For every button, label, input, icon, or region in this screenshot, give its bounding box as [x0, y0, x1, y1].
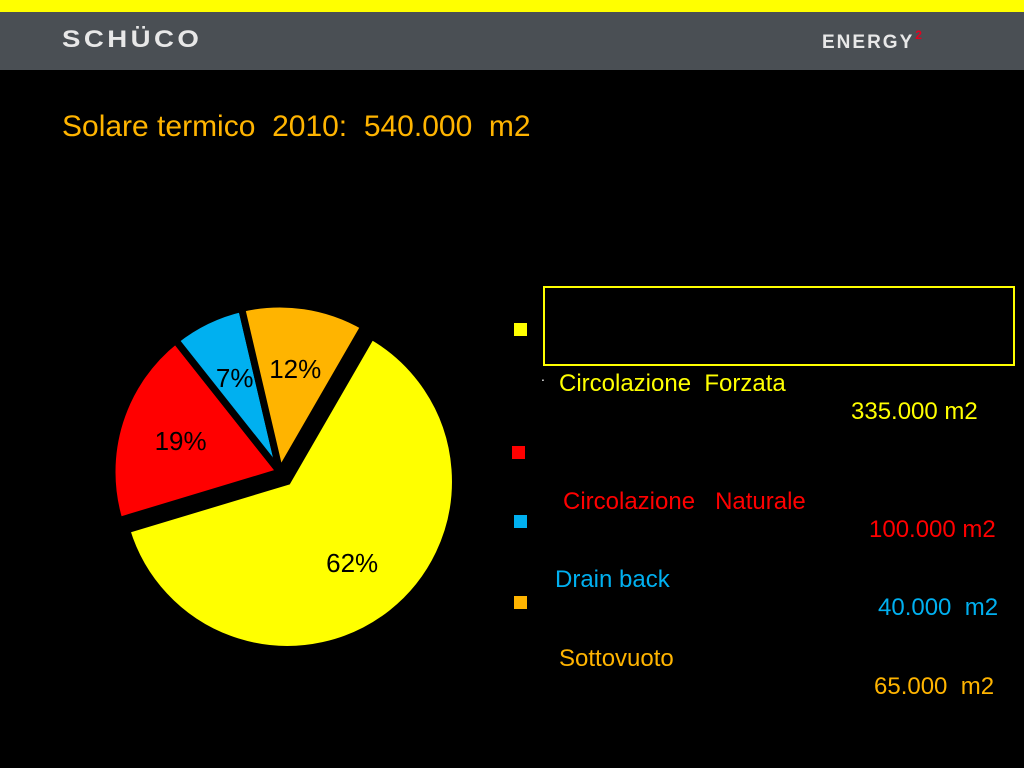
- header-bar: [0, 12, 1024, 70]
- legend-marker-naturale: [512, 446, 525, 459]
- slide-title: Solare termico 2010: 540.000 m2: [62, 110, 531, 143]
- legend-marker-drainback: [514, 515, 527, 528]
- energy-logo-superscript: 2: [915, 28, 924, 42]
- legend-row-drainback: Drain back 40.000 m2: [505, 510, 998, 621]
- pie-chart: 62% 19% 7% 12%: [108, 300, 459, 653]
- pie-slice-yellow: [122, 331, 459, 653]
- header-stripe: [0, 0, 1024, 12]
- highlight-box: [543, 286, 1015, 366]
- legend-marker-forzata: [514, 323, 527, 336]
- pie-label-orange: 12%: [269, 354, 321, 384]
- legend-label-forzata: Circolazione Forzata: [559, 370, 786, 397]
- energy-logo: ENERGY2: [822, 28, 924, 54]
- pie-slice-orange: [237, 300, 369, 482]
- legend-value-forzata: 335.000 m2: [851, 398, 978, 425]
- legend-row-naturale: Circolazione Naturale 100.000 m2: [505, 432, 996, 543]
- legend-value-drainback: 40.000 m2: [878, 594, 999, 621]
- legend-value-sottovuoto: 65.000 m2: [874, 673, 995, 700]
- energy-logo-text: ENERGY: [822, 32, 915, 53]
- schuco-logo: SCHÜCO: [62, 26, 203, 53]
- pie-slice-red: [108, 335, 286, 525]
- legend-row-forzata: Circolazione Forzata 335.000 m2: [505, 314, 978, 425]
- legend-label-drainback: Drain back: [555, 566, 670, 593]
- pie-label-red: 19%: [155, 426, 207, 456]
- legend-marker-sottovuoto: [514, 596, 527, 609]
- pie-label-blue: 7%: [216, 363, 254, 393]
- bullet-dot: .: [541, 368, 545, 384]
- pie-label-yellow: 62%: [326, 548, 378, 578]
- legend-value-naturale: 100.000 m2: [869, 516, 996, 543]
- legend-label-naturale: Circolazione Naturale: [563, 488, 806, 515]
- legend-row-sottovuoto: Sottovuoto 65.000 m2: [505, 589, 994, 700]
- legend-label-sottovuoto: Sottovuoto: [559, 645, 674, 672]
